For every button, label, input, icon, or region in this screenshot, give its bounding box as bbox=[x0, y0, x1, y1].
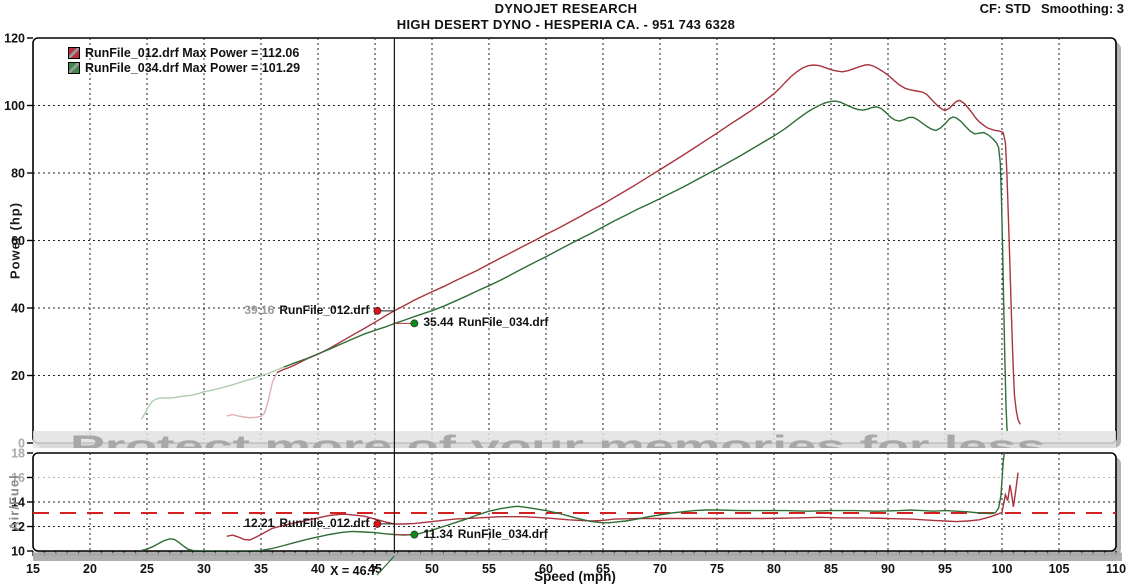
annotation-value: 12.21 bbox=[244, 515, 275, 530]
y-tick-label: 0 bbox=[18, 437, 25, 451]
run-settings: CF: STD Smoothing: 3 bbox=[970, 1, 1124, 16]
x-tick-label: 25 bbox=[140, 562, 154, 576]
y-tick-label: 20 bbox=[11, 369, 25, 383]
x-tick-label: 35 bbox=[254, 562, 268, 576]
legend-item-RunFile_012.drf[interactable]: RunFile_012.drf Max Power = 112.06 bbox=[68, 45, 300, 60]
y-tick-label: 18 bbox=[11, 447, 25, 461]
y-tick-label: 12 bbox=[11, 520, 25, 534]
x-tick-label: 40 bbox=[311, 562, 325, 576]
x-tick-label: 70 bbox=[653, 562, 667, 576]
x-tick-label: 75 bbox=[710, 562, 724, 576]
annotation-label-RunFile_012.drf: 12.21 RunFile_012.drf bbox=[244, 516, 369, 531]
smoothing-label: Smoothing: 3 bbox=[1040, 1, 1124, 16]
annotation-series-name: RunFile_034.drf bbox=[458, 315, 549, 330]
watermark-bar bbox=[33, 552, 1122, 561]
annotation-dot-RunFile_012.drf[interactable] bbox=[373, 306, 382, 315]
annotation-label-RunFile_034.drf: 11.34 RunFile_034.drf bbox=[423, 527, 547, 542]
annotation-dot-RunFile_012.drf[interactable] bbox=[373, 520, 382, 528]
cursor-callout-line bbox=[376, 555, 395, 576]
y-tick-label: 16 bbox=[11, 471, 25, 485]
annotation-series-name: RunFile_034.drf bbox=[457, 526, 548, 541]
annotation-value: 35.44 bbox=[423, 315, 454, 330]
page-subtitle: HIGH DESERT DYNO - HESPERIA CA. - 951 74… bbox=[396, 17, 736, 32]
annotation-label-RunFile_034.drf: 35.44 RunFile_034.drf bbox=[423, 315, 548, 330]
y-tick-label: 40 bbox=[11, 302, 25, 316]
legend-swatch-icon bbox=[68, 61, 80, 74]
annotation-dot-RunFile_034.drf[interactable] bbox=[410, 530, 419, 539]
x-tick-label: 110 bbox=[1106, 562, 1126, 576]
x-tick-label: 55 bbox=[482, 562, 496, 576]
x-tick-label: 50 bbox=[425, 562, 439, 576]
y-tick-label: 80 bbox=[11, 167, 25, 181]
x-tick-label: 90 bbox=[881, 562, 895, 576]
annotation-value: 11.34 bbox=[423, 526, 453, 541]
cursor-x-readout: X = 46.7 bbox=[330, 564, 377, 578]
x-tick-label: 100 bbox=[992, 562, 1013, 576]
annotation-value: 39.16 bbox=[244, 302, 275, 317]
correction-factor-label: CF: STD bbox=[979, 1, 1031, 16]
x-tick-label: 15 bbox=[26, 562, 40, 576]
series-RunFile_034.drf bbox=[140, 366, 285, 420]
series-RunFile_034.drf bbox=[141, 453, 1005, 551]
legend-label: RunFile_034.drf Max Power = 101.29 bbox=[85, 60, 301, 75]
x-tick-label: 65 bbox=[596, 562, 610, 576]
x-tick-label: 85 bbox=[824, 562, 838, 576]
y-tick-label: 14 bbox=[11, 496, 25, 510]
x-tick-label: 95 bbox=[938, 562, 952, 576]
series-RunFile_012.drf bbox=[276, 63, 1021, 425]
legend-label: RunFile_012.drf Max Power = 112.06 bbox=[85, 45, 300, 60]
y-tick-label: 60 bbox=[11, 234, 25, 248]
legend-item-RunFile_034.drf[interactable]: RunFile_034.drf Max Power = 101.29 bbox=[68, 60, 301, 75]
series-RunFile_012.drf bbox=[226, 372, 278, 419]
annotation-series-name: RunFile_012.drf bbox=[279, 515, 370, 530]
watermark-text: Protect more of your memories for less. bbox=[70, 430, 1060, 463]
x-tick-label: 60 bbox=[539, 562, 553, 576]
x-tick-label: 80 bbox=[767, 562, 781, 576]
watermark-band bbox=[33, 431, 1116, 448]
annotation-series-name: RunFile_012.drf bbox=[279, 302, 370, 317]
legend-swatch-icon bbox=[68, 46, 80, 59]
afr-axis-label: Air/Fuel bbox=[6, 474, 22, 531]
x-tick-label: 20 bbox=[83, 562, 97, 576]
page-title: DYNOJET RESEARCH bbox=[494, 1, 638, 16]
series-RunFile_034.drf bbox=[283, 100, 1008, 432]
y-tick-label: 10 bbox=[11, 545, 25, 559]
series-RunFile_012.drf bbox=[226, 472, 1019, 541]
y-tick-label: 120 bbox=[4, 32, 25, 46]
annotation-dot-RunFile_034.drf[interactable] bbox=[410, 319, 419, 328]
x-tick-label: 30 bbox=[197, 562, 211, 576]
chart-legend: RunFile_012.drf Max Power = 112.06 RunFil… bbox=[68, 46, 300, 76]
x-tick-label: 105 bbox=[1049, 562, 1070, 576]
annotation-label-RunFile_012.drf: 39.16 RunFile_012.drf bbox=[244, 303, 369, 318]
power-axis-label: Power (hp) bbox=[7, 201, 23, 280]
speed-axis-label: Speed (mph) bbox=[534, 569, 616, 584]
y-tick-label: 100 bbox=[4, 99, 25, 113]
